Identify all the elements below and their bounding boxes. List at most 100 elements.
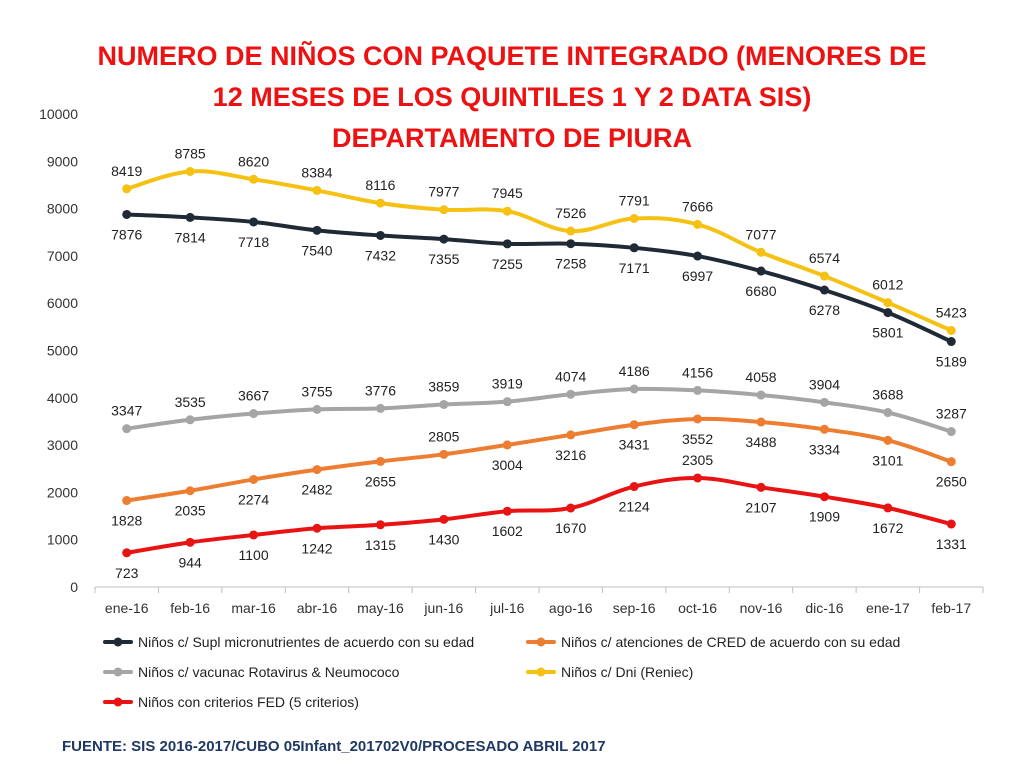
data-label: 1315 — [365, 537, 396, 553]
legend-label: Niños c/ atenciones de CRED de acuerdo c… — [561, 634, 900, 650]
data-label: 2655 — [365, 473, 396, 489]
data-point — [502, 206, 512, 216]
chart-title-line-1: NUMERO DE NIÑOS CON PAQUETE INTEGRADO (M… — [97, 41, 927, 71]
data-label: 1828 — [111, 513, 142, 529]
data-point — [439, 205, 449, 215]
data-label: 1242 — [301, 540, 332, 556]
data-point — [375, 230, 385, 240]
x-tick-label: nov-16 — [740, 600, 783, 616]
y-tick-label: 10000 — [39, 106, 78, 122]
y-tick-label: 7000 — [47, 248, 78, 264]
data-label: 723 — [115, 565, 139, 581]
data-label: 6574 — [809, 250, 840, 266]
data-point — [883, 408, 893, 418]
data-point — [185, 486, 195, 496]
data-label: 7258 — [555, 256, 586, 272]
x-tick-label: mar-16 — [231, 600, 276, 616]
x-tick-label: jun-16 — [423, 600, 463, 616]
data-label: 1670 — [555, 520, 586, 536]
data-point — [693, 473, 703, 483]
data-point — [375, 403, 385, 413]
data-label: 7945 — [492, 185, 523, 201]
data-label: 8116 — [365, 177, 395, 193]
data-point — [122, 496, 132, 506]
data-label: 3667 — [238, 388, 269, 404]
data-point — [819, 271, 829, 281]
chart-title-line-2: 12 MESES DE LOS QUINTILES 1 Y 2 DATA SIS… — [212, 82, 812, 112]
data-label: 4186 — [619, 363, 650, 379]
data-point — [249, 530, 259, 540]
data-point — [249, 174, 259, 184]
data-point — [883, 503, 893, 513]
y-tick-label: 1000 — [47, 532, 78, 548]
data-label: 4058 — [745, 369, 776, 385]
x-tick-label: abr-16 — [297, 600, 338, 616]
data-label: 6997 — [682, 268, 713, 284]
data-point — [629, 420, 639, 430]
x-tick-label: sep-16 — [613, 600, 656, 616]
data-label: 7171 — [619, 260, 650, 276]
data-label: 7255 — [492, 256, 523, 272]
x-tick-label: jul-16 — [489, 600, 524, 616]
data-label: 3347 — [111, 403, 142, 419]
data-point — [756, 247, 766, 257]
data-point — [756, 390, 766, 400]
legend-label: Niños con criterios FED (5 criterios) — [138, 694, 359, 710]
legend-marker — [536, 637, 546, 647]
x-tick-label: may-16 — [357, 600, 404, 616]
data-label: 8620 — [238, 153, 269, 169]
x-tick-label: ene-17 — [866, 600, 910, 616]
data-point — [566, 503, 576, 513]
data-label: 4074 — [555, 368, 586, 384]
data-label: 6680 — [745, 283, 776, 299]
y-tick-label: 0 — [70, 579, 78, 595]
chart-title: NUMERO DE NIÑOS CON PAQUETE INTEGRADO (M… — [40, 36, 984, 159]
data-label: 7432 — [365, 247, 396, 263]
data-point — [566, 430, 576, 440]
data-label: 3334 — [809, 441, 840, 457]
data-point — [439, 399, 449, 409]
y-tick-label: 9000 — [47, 153, 78, 169]
data-point — [756, 417, 766, 427]
data-label: 3919 — [492, 376, 523, 392]
data-label: 1602 — [492, 523, 523, 539]
data-point — [312, 404, 322, 414]
data-label: 1331 — [936, 536, 967, 552]
data-label: 3287 — [936, 406, 967, 422]
data-point — [375, 456, 385, 466]
data-label: 2805 — [428, 428, 459, 444]
legend-label: Niños c/ vacunac Rotavirus & Neumococo — [138, 664, 400, 680]
data-point — [312, 465, 322, 475]
data-label: 7540 — [301, 242, 332, 258]
y-tick-label: 5000 — [47, 343, 78, 359]
y-tick-label: 2000 — [47, 484, 78, 500]
data-point — [883, 308, 893, 318]
data-label: 7666 — [682, 198, 713, 214]
y-tick-label: 6000 — [47, 295, 78, 311]
data-point — [566, 389, 576, 399]
data-point — [693, 251, 703, 261]
data-point — [819, 492, 829, 502]
data-point — [693, 385, 703, 395]
data-point — [819, 397, 829, 407]
data-label: 2124 — [619, 499, 650, 515]
x-tick-label: ene-16 — [105, 600, 149, 616]
y-tick-label: 3000 — [47, 437, 78, 453]
data-label: 2035 — [175, 503, 206, 519]
data-point — [439, 449, 449, 459]
data-label: 5189 — [936, 354, 967, 370]
data-point — [375, 198, 385, 208]
legend-label: Niños c/ Supl micronutrientes de acuerdo… — [138, 634, 474, 650]
data-label: 5801 — [872, 325, 903, 341]
data-point — [185, 415, 195, 425]
data-label: 944 — [178, 554, 202, 570]
data-point — [693, 219, 703, 229]
data-point — [122, 184, 132, 194]
data-label: 3216 — [555, 447, 586, 463]
data-label: 1672 — [872, 520, 903, 536]
data-point — [946, 325, 956, 335]
data-point — [566, 239, 576, 249]
data-point — [502, 397, 512, 407]
data-label: 8785 — [175, 145, 206, 161]
data-point — [312, 185, 322, 195]
